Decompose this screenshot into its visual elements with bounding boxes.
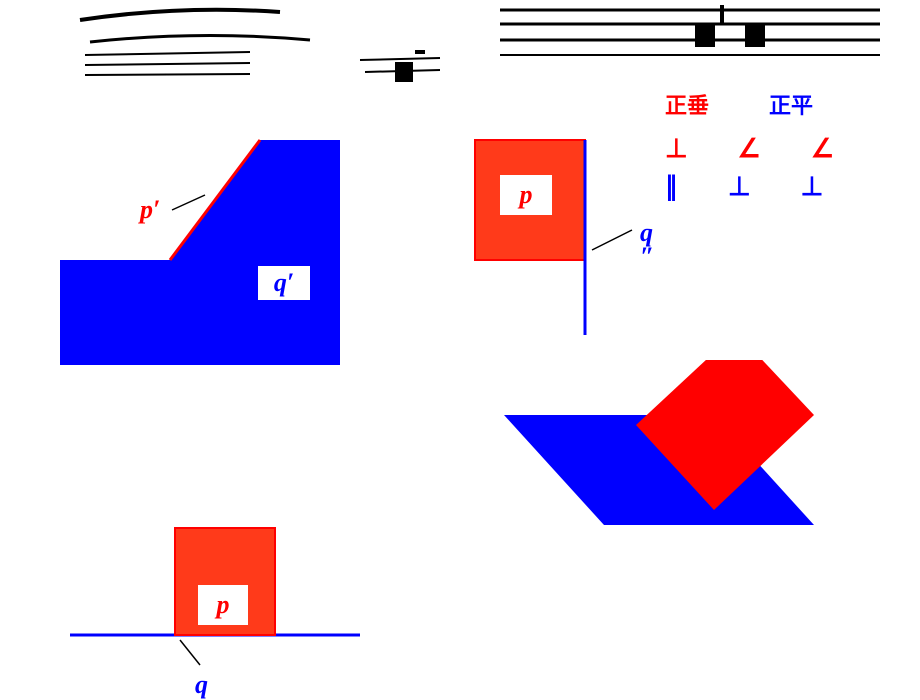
table-col1: 正垂	[665, 88, 709, 120]
pprime-label: p′	[140, 195, 160, 225]
cell-r2c3: ⊥	[801, 172, 824, 202]
table-region: 正垂 正平 ⊥ ∠ ∠ ∥ ⊥ ⊥	[665, 88, 920, 202]
cell-r1c2: ∠	[738, 134, 761, 164]
fig2-pbox: p	[500, 175, 552, 215]
qprime-label: q′	[274, 268, 294, 298]
cell-r2c2: ⊥	[728, 172, 751, 202]
fig4-q-label: q	[195, 670, 208, 700]
fig4-p-label: p	[217, 590, 230, 620]
cell-r1c3: ∠	[811, 134, 834, 164]
fig4-pbox: p	[198, 585, 248, 625]
cell-r2c1: ∥	[665, 172, 678, 202]
fig2-p-label: p	[520, 180, 533, 210]
fig1-qprime-box: q′	[258, 266, 310, 300]
fig2-q-mark: ″	[640, 242, 654, 272]
fig2-shape	[460, 130, 660, 380]
table-col2: 正平	[769, 88, 813, 120]
fig1-shape	[0, 0, 400, 400]
cell-r1c1: ⊥	[665, 134, 688, 164]
fig3-shape	[490, 360, 850, 620]
